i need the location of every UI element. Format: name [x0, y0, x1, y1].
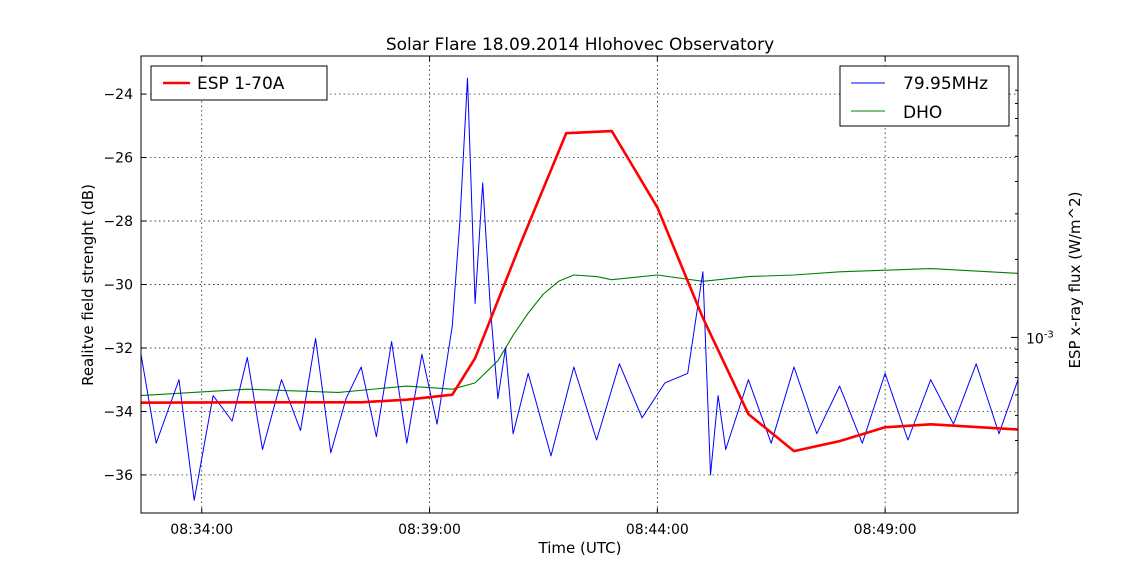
series-line-esp-1-70a	[140, 129, 1019, 453]
legend-left: ESP 1-70A	[150, 65, 328, 101]
legend-right-frame	[839, 65, 1010, 127]
x-tick-label: 08:44:00	[626, 522, 689, 538]
y-tick-label: −30	[103, 278, 133, 294]
series-layer	[140, 77, 1019, 501]
y2-tick-label: 10-3	[1026, 329, 1054, 347]
y-tick-label: −26	[103, 151, 133, 167]
series-line-79-95mhz	[140, 77, 1019, 501]
legend-right: 79.95MHz DHO	[839, 65, 1010, 127]
x-tick-label: 08:39:00	[398, 522, 461, 538]
y-axis-left: −24 −26 −28 −30 −32 −34 −36	[103, 87, 146, 484]
y-axis-right: 10-3	[1011, 89, 1054, 474]
y-tick-label: −32	[103, 341, 133, 357]
y-axis-label: Realitve field strenght (dB)	[79, 184, 97, 386]
y-tick-label: −28	[103, 214, 133, 230]
x-tick-label: 08:49:00	[854, 522, 917, 538]
legend-label-dho: DHO	[903, 103, 942, 123]
legend-label-esp: ESP 1-70A	[197, 74, 285, 94]
y-tick-label: −36	[103, 468, 133, 484]
y-tick-label: −24	[103, 87, 133, 103]
x-axis: 08:34:00 08:39:00 08:44:00 08:49:00	[170, 56, 917, 538]
y-tick-label: −34	[103, 404, 133, 420]
chart-title: Solar Flare 18.09.2014 Hlohovec Observat…	[386, 35, 774, 55]
x-tick-label: 08:34:00	[170, 522, 233, 538]
y2-axis-label: ESP x-ray flux (W/m^2)	[1066, 191, 1084, 368]
legend-label-radio: 79.95MHz	[903, 74, 988, 94]
x-axis-label: Time (UTC)	[538, 539, 622, 557]
